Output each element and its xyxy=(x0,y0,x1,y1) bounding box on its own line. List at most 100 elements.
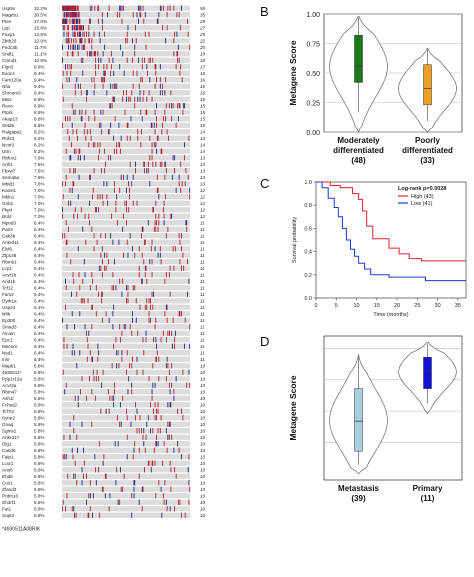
alteration-mark xyxy=(136,408,138,414)
alteration-mark xyxy=(140,142,142,148)
gene-name: Pan3 xyxy=(2,227,13,232)
gene-percent: 7.0% xyxy=(34,208,44,213)
alteration-mark xyxy=(71,187,73,193)
gene-bar xyxy=(62,239,190,245)
alteration-mark xyxy=(162,116,164,122)
alteration-mark xyxy=(151,291,153,297)
alteration-mark xyxy=(150,317,151,323)
alteration-mark xyxy=(62,454,64,460)
iqr-box xyxy=(354,388,363,452)
alteration-mark xyxy=(89,285,91,291)
alteration-mark xyxy=(82,70,84,76)
alteration-mark xyxy=(91,38,93,44)
alteration-mark xyxy=(174,343,176,349)
alteration-mark xyxy=(69,116,71,122)
group-n: (33) xyxy=(420,156,435,165)
alteration-mark xyxy=(76,77,78,83)
alteration-mark xyxy=(170,467,172,473)
alteration-mark xyxy=(79,350,81,356)
gene-count: 16 xyxy=(200,91,206,96)
alteration-mark xyxy=(79,38,81,44)
gene-bar xyxy=(62,129,190,135)
alteration-mark xyxy=(103,70,105,76)
alteration-mark xyxy=(183,265,185,271)
alteration-mark xyxy=(121,330,123,336)
gene-count: 11 xyxy=(200,286,205,291)
alteration-mark xyxy=(71,18,73,24)
alteration-mark xyxy=(135,38,137,44)
alteration-mark xyxy=(188,454,190,460)
alteration-mark xyxy=(125,38,127,44)
alteration-mark xyxy=(153,291,155,297)
gene-bar xyxy=(62,395,190,401)
alteration-mark xyxy=(72,44,74,50)
gene-percent: 30.5% xyxy=(34,13,47,18)
gene-name: Acvr1b xyxy=(2,273,17,278)
gene-name: Zfp148 xyxy=(2,253,17,258)
alteration-mark xyxy=(132,454,134,460)
alteration-mark xyxy=(99,142,101,148)
alteration-mark xyxy=(169,421,171,427)
alteration-mark xyxy=(126,31,128,37)
alteration-mark xyxy=(64,454,66,460)
gene-percent: 7.6% xyxy=(34,156,44,161)
gene-percent: 5.8% xyxy=(34,468,44,473)
alteration-mark xyxy=(127,389,129,395)
alteration-mark xyxy=(74,324,75,330)
gene-name: Shroom3 xyxy=(2,91,21,96)
alteration-mark xyxy=(171,213,173,219)
alteration-mark xyxy=(68,135,70,141)
alteration-mark xyxy=(95,207,97,213)
alteration-mark xyxy=(86,90,88,96)
alteration-mark xyxy=(159,77,161,83)
gene-bar xyxy=(62,311,190,317)
alteration-mark xyxy=(72,51,74,57)
gene-percent: 6.4% xyxy=(34,292,44,297)
legend-title: Log-rank p=0.0028 xyxy=(398,186,446,192)
alteration-mark xyxy=(80,155,81,161)
alteration-mark xyxy=(133,486,135,492)
alteration-mark xyxy=(171,382,173,388)
alteration-mark xyxy=(160,486,162,492)
gene-name: Alcam xyxy=(2,331,15,336)
alteration-mark xyxy=(89,18,91,24)
alteration-mark xyxy=(142,434,144,440)
alteration-mark xyxy=(188,499,190,505)
alteration-mark xyxy=(167,226,169,232)
alteration-mark xyxy=(101,298,103,304)
alteration-mark xyxy=(144,447,146,453)
alteration-mark xyxy=(106,181,108,187)
alteration-mark xyxy=(173,265,175,271)
gene-count: 10 xyxy=(200,448,206,453)
alteration-mark xyxy=(177,57,179,63)
alteration-mark xyxy=(100,57,102,63)
gene-percent: 5.8% xyxy=(34,383,44,388)
alteration-mark xyxy=(174,155,176,161)
alteration-mark xyxy=(126,350,128,356)
alteration-mark xyxy=(77,402,79,408)
alteration-mark xyxy=(134,480,136,486)
alteration-mark xyxy=(116,194,118,200)
alteration-mark xyxy=(110,103,112,109)
gene-bar xyxy=(62,272,190,278)
gene-percent: 5.8% xyxy=(34,396,44,401)
alteration-mark xyxy=(129,363,130,369)
alteration-mark xyxy=(117,441,119,447)
gene-count: 11 xyxy=(200,305,205,310)
alteration-mark xyxy=(184,317,186,323)
gene-count: 10 xyxy=(200,442,206,447)
alteration-mark xyxy=(88,512,90,518)
alteration-mark xyxy=(111,363,113,369)
alteration-mark xyxy=(155,356,157,362)
alteration-mark xyxy=(171,343,173,349)
alteration-mark xyxy=(83,259,85,265)
alteration-mark xyxy=(80,25,82,31)
alteration-mark xyxy=(148,298,150,304)
gene-name: Insr xyxy=(2,357,10,362)
alteration-mark xyxy=(165,304,167,310)
alteration-mark xyxy=(156,187,158,193)
alteration-mark xyxy=(86,395,87,401)
gene-bar xyxy=(62,181,190,187)
alteration-mark xyxy=(180,187,182,193)
gene-name: Kansl1 xyxy=(2,188,16,193)
